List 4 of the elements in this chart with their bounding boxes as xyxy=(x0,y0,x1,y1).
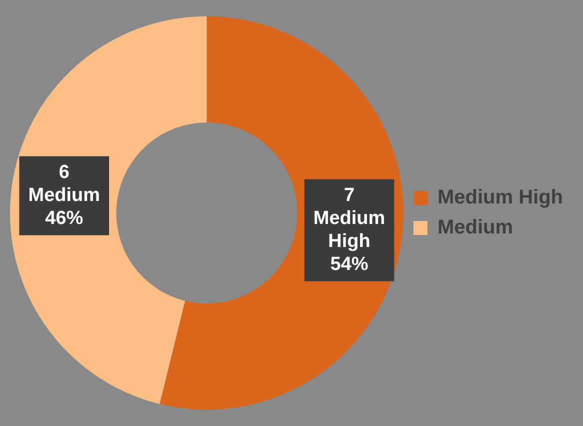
legend-label: Medium xyxy=(437,216,514,239)
data-label: 7 Medium High 54% xyxy=(313,185,386,276)
data-label: 6 Medium 46% xyxy=(28,162,100,229)
legend-label: Medium High xyxy=(437,186,563,209)
